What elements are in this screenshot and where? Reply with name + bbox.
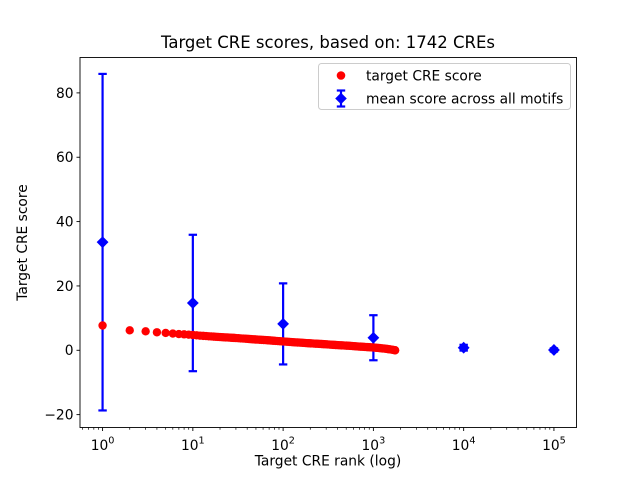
target-score-marker <box>152 328 162 337</box>
legend-label-target-score: target CRE score <box>366 68 482 84</box>
diamond-marker <box>367 331 380 344</box>
legend-box <box>318 63 571 110</box>
y-tick-label: 80 <box>56 86 74 102</box>
legend-label-mean-score: mean score across all motifs <box>366 91 563 107</box>
axes-ticks-layer: 100 101 102 103 104 105 −20 0 20 40 60 80 <box>44 86 565 454</box>
mean-score-point <box>457 341 470 354</box>
series-mean-score-layer <box>96 72 560 412</box>
diamond-marker <box>548 344 560 356</box>
mean-score-point <box>548 344 560 356</box>
y-tick-label: −20 <box>44 408 73 424</box>
target-score-marker <box>125 326 134 335</box>
diamond-marker <box>277 318 290 330</box>
plot-area-border <box>79 57 577 428</box>
target-score-marker <box>98 321 107 330</box>
mean-score-point <box>96 72 109 412</box>
y-axis-label: Target CRE score <box>15 184 31 301</box>
legend-red-circle-icon <box>336 71 346 80</box>
diamond-marker <box>96 236 109 249</box>
x-tick-label: 101 <box>181 436 205 454</box>
x-tick-label: 104 <box>452 436 476 454</box>
legend: target CRE score mean score across all m… <box>318 63 571 110</box>
x-axis-label: Target CRE rank (log) <box>254 454 401 470</box>
chart-title: Target CRE scores, based on: 1742 CREs <box>160 33 495 52</box>
x-tick-label: 102 <box>271 436 295 454</box>
target-score-marker <box>168 329 178 338</box>
mean-score-point <box>367 314 380 362</box>
mean-score-point <box>277 282 290 366</box>
x-tick-label: 103 <box>362 436 386 454</box>
mean-score-point <box>186 233 199 373</box>
x-tick-label: 105 <box>542 436 566 454</box>
y-tick-label: 60 <box>56 150 74 166</box>
target-score-marker <box>161 328 170 338</box>
y-tick-label: 40 <box>56 214 74 230</box>
diamond-marker <box>186 297 199 309</box>
y-tick-label: 0 <box>65 343 74 359</box>
y-tick-label: 20 <box>56 279 74 295</box>
target-score-marker <box>141 327 150 336</box>
series-target-score-layer <box>98 321 400 355</box>
target-score-marker <box>390 346 400 355</box>
diamond-marker <box>457 341 470 354</box>
x-tick-label: 100 <box>91 436 115 454</box>
legend-blue-errorbar-icon <box>335 89 347 108</box>
